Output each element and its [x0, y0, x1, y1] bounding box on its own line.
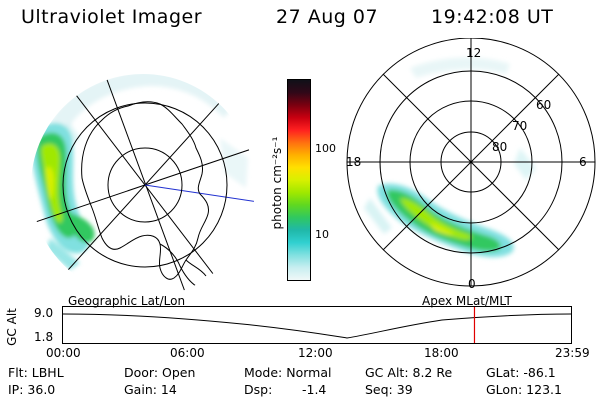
mlt-label-left: 18: [346, 155, 362, 169]
info-glat: GLat: -86.1: [486, 365, 556, 380]
right-map-caption: Apex MLat/MLT: [422, 294, 512, 308]
colorbar-tick-100: 100: [315, 142, 336, 155]
instrument-title: Ultraviolet Imager: [21, 6, 203, 28]
orbit-altitude-curve: [62, 313, 572, 339]
info-filter: Flt: LBHL: [8, 365, 64, 380]
timeline-xtick-1: 06:00: [170, 346, 205, 360]
image-time: 19:42:08 UT: [431, 6, 554, 28]
info-dsp-value: -1.4: [302, 382, 327, 397]
coastline: [81, 101, 209, 280]
mlat-label-60: 60: [536, 98, 552, 112]
mlat-label-80: 80: [492, 140, 508, 154]
geographic-map: [31, 74, 255, 298]
timeline-xtick-2: 12:00: [298, 346, 333, 360]
image-date: 27 Aug 07: [276, 6, 379, 28]
info-dsp-label: Dsp:: [244, 382, 273, 397]
colorbar-tick-10: 10: [315, 228, 329, 241]
info-gain: Gain: 14: [124, 382, 177, 397]
orbit-timeline: [62, 306, 572, 344]
magnetic-map: [346, 38, 596, 287]
timeline-axis-label: GC Alt: [5, 308, 19, 346]
timeline-xtick-0: 00:00: [46, 346, 81, 360]
timeline-xtick-4: 23:59: [555, 346, 590, 360]
mlt-label-bottom: 0: [468, 277, 476, 291]
info-glon: GLon: 123.1: [486, 382, 562, 397]
timeline-ytick-bottom: 1.8: [34, 330, 54, 344]
mlat-label-70: 70: [512, 119, 528, 133]
colorbar-unit-label: photon cm⁻²s⁻¹: [270, 136, 284, 230]
mlt-label-right: 6: [579, 155, 587, 169]
mlt-label-top: 12: [466, 46, 482, 60]
auroral-emission-left: [31, 74, 248, 270]
info-ip: IP: 36.0: [8, 382, 56, 397]
info-seq: Seq: 39: [365, 382, 413, 397]
info-mode: Mode: Normal: [244, 365, 332, 380]
auroral-emission-right: [364, 57, 536, 258]
left-map-caption: Geographic Lat/Lon: [68, 294, 186, 308]
timeline-ytick-top: 9.0: [34, 306, 54, 320]
info-door: Door: Open: [124, 365, 196, 380]
timeline-xtick-3: 18:00: [424, 346, 459, 360]
colorbar: [287, 79, 311, 281]
info-gc-alt: GC Alt: 8.2 Re: [365, 365, 453, 380]
